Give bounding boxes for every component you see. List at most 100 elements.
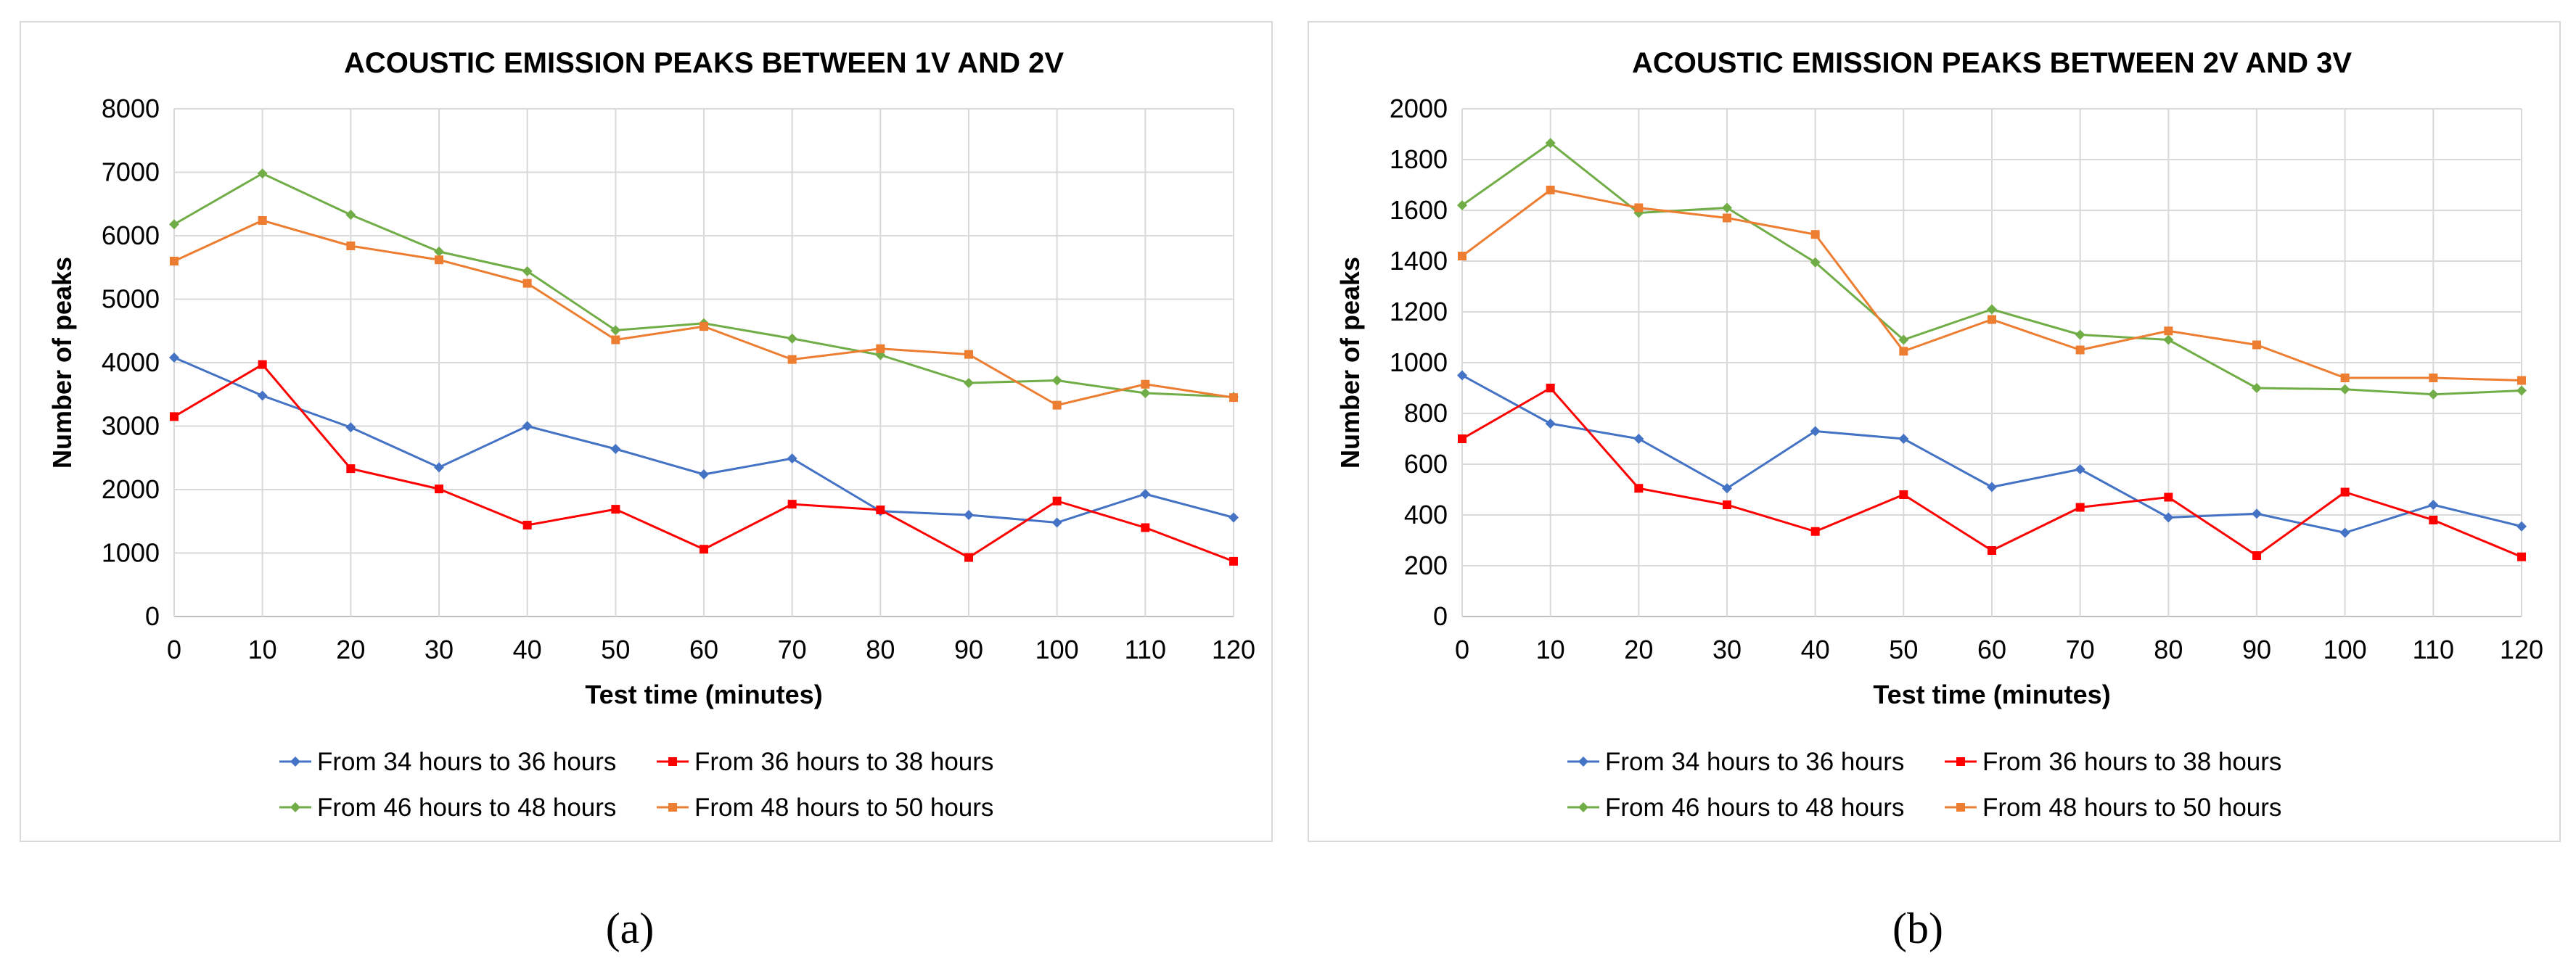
data-point [1229, 393, 1238, 403]
data-point [1634, 203, 1644, 213]
data-point [1722, 483, 1732, 494]
x-tick-label: 120 [1212, 635, 1255, 664]
data-point [2163, 334, 2174, 345]
data-point [2428, 500, 2439, 510]
chart-title: ACOUSTIC EMISSION PEAKS BETWEEN 2V AND 3… [1632, 47, 2352, 79]
x-tick-label: 120 [2500, 635, 2543, 664]
data-point [1987, 482, 1997, 492]
x-tick-label: 50 [601, 635, 630, 664]
data-point [2340, 374, 2350, 382]
legend-label-4: From 48 hours to 50 hours [694, 793, 993, 822]
data-point [2252, 508, 2262, 519]
data-point [346, 242, 356, 250]
data-point [611, 335, 620, 345]
y-tick-label: 400 [1404, 500, 1448, 529]
data-point [1988, 315, 1996, 324]
data-point [522, 521, 532, 529]
x-tick-label: 100 [1035, 635, 1079, 664]
x-tick-label: 110 [1125, 635, 1166, 664]
legend-marker [1956, 757, 1965, 766]
data-point [2252, 340, 2261, 350]
panel-caption-a: (a) [606, 904, 655, 952]
legend-label-3: From 46 hours to 48 hours [317, 793, 616, 822]
x-tick-label: 110 [2413, 635, 2454, 664]
x-tick-label: 0 [1455, 635, 1469, 664]
data-point [1723, 213, 1731, 223]
x-tick-label: 50 [1889, 635, 1918, 664]
data-point [2517, 552, 2526, 561]
data-point [1141, 379, 1150, 389]
data-point [1810, 230, 1820, 239]
data-point [2252, 551, 2261, 560]
data-point [2428, 389, 2439, 400]
data-point [1458, 252, 1467, 260]
legend-marker [1578, 802, 1588, 812]
x-tick-label: 10 [1536, 635, 1565, 664]
data-point [2429, 516, 2438, 524]
y-tick-label: 8000 [102, 94, 160, 123]
data-point [964, 378, 974, 388]
data-point [1052, 496, 1062, 506]
legend-marker [1956, 803, 1965, 812]
data-point [170, 412, 179, 421]
x-tick-label: 70 [778, 635, 807, 664]
legend-marker [1578, 756, 1588, 767]
data-point [1633, 434, 1644, 444]
legend-marker [290, 802, 300, 812]
data-point [257, 390, 268, 401]
chart-border [20, 21, 1273, 842]
data-point [610, 325, 621, 336]
y-tick-label: 5000 [102, 284, 160, 314]
data-point [2339, 527, 2350, 538]
data-point [876, 506, 885, 514]
y-tick-label: 0 [145, 601, 160, 631]
data-point [2516, 521, 2527, 532]
data-point [610, 444, 621, 454]
data-point [1051, 375, 1062, 386]
data-point [1988, 546, 1996, 555]
chart-panel-b: ACOUSTIC EMISSION PEAKS BETWEEN 2V AND 3… [1288, 0, 2576, 969]
x-tick-label: 40 [1801, 635, 1830, 664]
data-point [964, 350, 973, 359]
data-point [170, 257, 179, 265]
chart-title: ACOUSTIC EMISSION PEAKS BETWEEN 1V AND 2… [344, 47, 1064, 79]
x-tick-label: 60 [1977, 635, 2006, 664]
data-point [1457, 200, 1467, 210]
y-tick-label: 1600 [1390, 195, 1448, 225]
x-tick-label: 0 [167, 635, 181, 664]
data-point [787, 355, 797, 364]
data-point [2429, 374, 2438, 382]
x-tick-label: 10 [248, 635, 277, 664]
data-point [2075, 464, 2085, 474]
data-point [522, 421, 533, 432]
data-point [1140, 388, 1151, 398]
data-point [346, 464, 356, 474]
y-tick-label: 2000 [102, 474, 160, 504]
chart-border [1308, 21, 2561, 842]
legend-label-2: From 36 hours to 38 hours [1982, 748, 2281, 776]
data-point [1545, 138, 1556, 149]
data-point [700, 322, 708, 331]
data-point [1457, 370, 1467, 381]
x-tick-label: 40 [513, 635, 542, 664]
data-point [1898, 434, 1909, 444]
data-point [2164, 326, 2173, 336]
data-point [522, 266, 533, 276]
legend-label-3: From 46 hours to 48 hours [1605, 793, 1904, 822]
panel-caption-b: (b) [1892, 904, 1943, 952]
data-point [1899, 347, 1908, 356]
data-point [699, 469, 709, 479]
data-point [611, 505, 620, 514]
data-point [169, 219, 179, 230]
data-point [1987, 304, 1997, 315]
data-point [434, 462, 444, 473]
data-point [876, 344, 885, 353]
data-point [522, 279, 532, 288]
x-tick-label: 20 [1624, 635, 1653, 664]
x-tick-label: 30 [424, 635, 454, 664]
data-point [2075, 503, 2085, 512]
x-tick-label: 90 [2242, 635, 2271, 664]
data-point [2516, 385, 2527, 396]
y-tick-label: 800 [1404, 398, 1448, 428]
data-point [1722, 202, 1732, 213]
